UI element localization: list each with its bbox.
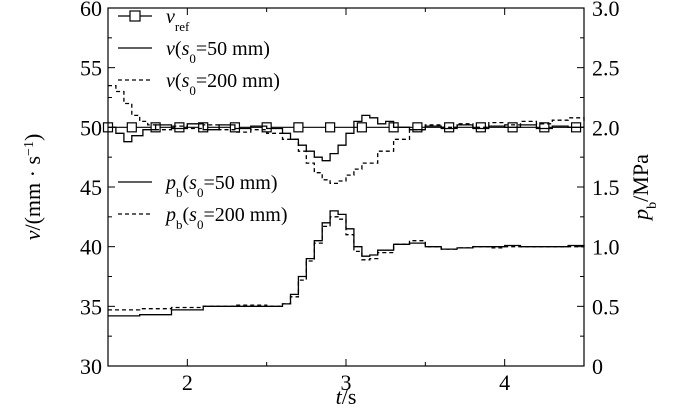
legend-var: v (166, 6, 175, 28)
legend-label: v(s0=50 mm) (166, 38, 270, 66)
y-left-tick-label: 40 (80, 235, 102, 260)
vref-marker (293, 122, 304, 133)
legend-paren: ( (183, 204, 190, 226)
y-right-tick-label: 0.5 (592, 294, 620, 319)
y-left-tick-label: 30 (80, 354, 102, 379)
vref-marker (356, 122, 367, 133)
series-line-2 (108, 84, 585, 185)
vref-marker (539, 122, 550, 133)
y-left-tick-label: 45 (80, 175, 102, 200)
legend-sub2: 0 (197, 217, 204, 232)
x-tick-label: 3 (341, 370, 352, 395)
y-right-tick-label: 2.5 (592, 56, 620, 81)
vref-marker (174, 122, 185, 133)
legend-sub2: 0 (189, 51, 196, 66)
vref-marker (126, 122, 137, 133)
y-axis-label-left: v/(mm · s−1) (20, 134, 45, 241)
tick-labels-group: 2 3 4 30 35 40 45 50 55 60 0 0.5 1.0 1.5 2.0 2.5 3.0 (80, 0, 620, 395)
y-right-tick-label: 0 (592, 354, 603, 379)
y-left-var: v (20, 230, 45, 240)
legend-paren: ( (175, 38, 182, 60)
y-left-sup: −1 (22, 141, 37, 156)
legend-var: p (164, 172, 176, 194)
legend-marker (129, 10, 141, 22)
vref-marker (325, 122, 336, 133)
legend-var: v (166, 70, 175, 92)
y-left-tick-label: 60 (80, 0, 102, 21)
series-line-1 (108, 114, 584, 162)
legend-tail: =200 mm) (196, 70, 280, 92)
y-left-tick-label: 50 (80, 115, 102, 140)
x-tick-label: 4 (499, 370, 510, 395)
legend-sub: b (176, 185, 183, 200)
legend-label: v(s0=200 mm) (166, 70, 280, 98)
y-right-tick-label: 3.0 (592, 0, 620, 21)
series-line-4 (108, 216, 584, 311)
legend-paren: ( (175, 70, 182, 92)
y-left-close: ) (20, 134, 45, 141)
series-layer (102, 84, 585, 317)
legend-sub: b (176, 217, 183, 232)
series-line-3 (108, 210, 585, 317)
y-right-tick-label: 1.5 (592, 175, 620, 200)
y-right-var: p (628, 209, 653, 222)
legend-label: pb(s0=50 mm) (164, 172, 278, 200)
legend-sub2: 0 (189, 83, 196, 98)
legend-s-var: s (182, 70, 190, 92)
legend-var: p (164, 204, 176, 226)
vref-marker (412, 122, 423, 133)
x-tick-label: 2 (182, 370, 193, 395)
legend-tail: =200 mm) (203, 204, 287, 226)
legend-tail: =50 mm) (203, 172, 277, 194)
legend-tail: =50 mm) (196, 38, 270, 60)
legend-sub2: 0 (197, 185, 204, 200)
legend-sub: ref (175, 19, 190, 34)
legend-s-var: s (189, 204, 197, 226)
y-right-tick-label: 1.0 (592, 235, 620, 260)
legend-s-var: s (182, 38, 190, 60)
y-right-sub: b (645, 202, 660, 209)
legend-label: pb(s0=200 mm) (164, 204, 288, 232)
x-var: t (336, 384, 343, 408)
y-left-unit: /(mm · s (20, 156, 45, 231)
legend-paren: ( (183, 172, 190, 194)
legend-s-var: s (189, 172, 197, 194)
y-left-tick-label: 35 (80, 294, 102, 319)
y-left-tick-label: 55 (80, 56, 102, 81)
y-right-tick-label: 2.0 (592, 115, 620, 140)
legend-var: v (166, 38, 175, 60)
y-right-unit: /MPa (628, 154, 653, 202)
x-unit: /s (342, 384, 357, 408)
x-axis-label: t/s (336, 384, 357, 408)
plot-frame (107, 7, 585, 367)
legend-label: vref (166, 6, 190, 34)
y-axis-label-right: pb/MPa (628, 154, 660, 222)
